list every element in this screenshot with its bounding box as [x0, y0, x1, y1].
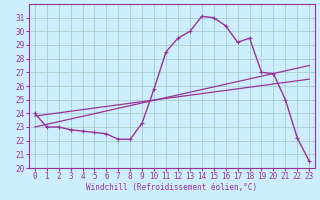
X-axis label: Windchill (Refroidissement éolien,°C): Windchill (Refroidissement éolien,°C)	[86, 183, 258, 192]
